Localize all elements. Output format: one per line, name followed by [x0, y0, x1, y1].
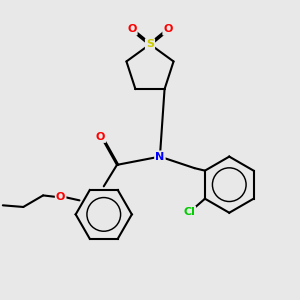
- Text: O: O: [96, 132, 105, 142]
- Text: N: N: [155, 152, 164, 162]
- Text: S: S: [146, 39, 154, 49]
- Text: O: O: [127, 25, 136, 34]
- Text: Cl: Cl: [183, 207, 195, 217]
- Text: O: O: [164, 25, 173, 34]
- Text: O: O: [56, 192, 65, 202]
